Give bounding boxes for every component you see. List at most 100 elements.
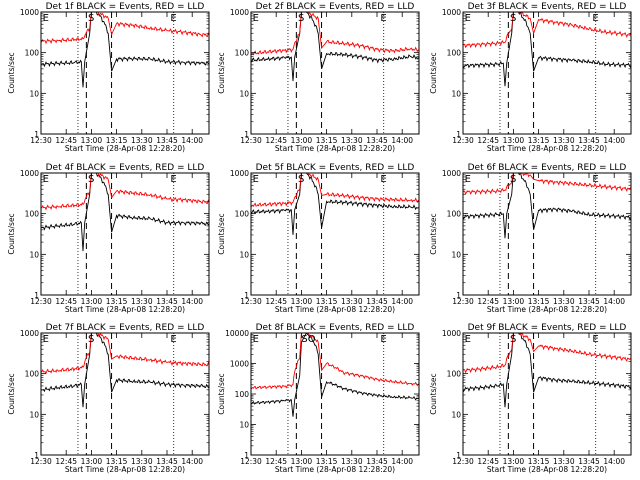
x-tick-label: 13:45 bbox=[366, 457, 388, 466]
marker-label: E bbox=[380, 334, 386, 345]
marker-label: SO bbox=[301, 334, 315, 345]
x-tick-label: 12:45 bbox=[265, 136, 287, 145]
marker-label: S bbox=[510, 174, 516, 185]
x-tick-label: 13:00 bbox=[291, 297, 313, 306]
x-axis-label: Start Time (28-Apr-08 12:28:20) bbox=[487, 144, 607, 153]
x-tick-label: 13:15 bbox=[106, 457, 128, 466]
series-line-lld bbox=[251, 12, 419, 56]
marker-label: S bbox=[510, 334, 516, 345]
detector-panel-4: Det 4f BLACK = Events, RED = LLD 1 10 100 10… bbox=[7, 163, 210, 314]
y-tick-label: 10 bbox=[451, 250, 461, 259]
x-tick-label: 12:45 bbox=[265, 297, 287, 306]
y-tick-label: 10 bbox=[239, 250, 249, 259]
x-axis-label: Start Time (28-Apr-08 12:28:20) bbox=[275, 465, 395, 474]
plot-frame bbox=[462, 11, 632, 135]
detector-panel-8: Det 8f BLACK = Events, RED = LLD 1 10 100 10… bbox=[217, 323, 420, 474]
x-tick-label: 13:00 bbox=[503, 297, 525, 306]
panel-title: Det 3f BLACK = Events, RED = LLD bbox=[468, 2, 627, 12]
marker-label: E bbox=[43, 174, 49, 185]
x-tick-label: 12:30 bbox=[30, 457, 52, 466]
x-tick-label: 13:15 bbox=[316, 457, 338, 466]
y-tick-label: 1 bbox=[456, 130, 461, 139]
detector-panel-3: Det 3f BLACK = Events, RED = LLD 1 10 100 10… bbox=[429, 2, 632, 153]
x-tick-label: 14:00 bbox=[181, 457, 203, 466]
y-tick-label: 100 bbox=[235, 49, 250, 58]
x-tick-label: 14:00 bbox=[603, 457, 625, 466]
x-tick-label: 14:00 bbox=[391, 136, 413, 145]
y-tick-label: 100 bbox=[25, 210, 40, 219]
x-tick-label: 13:45 bbox=[578, 297, 600, 306]
marker-label: E bbox=[253, 174, 259, 185]
y-tick-label: 1000 bbox=[20, 329, 39, 338]
detector-panel-1: Det 1f BLACK = Events, RED = LLD 1 10 100 10… bbox=[7, 2, 210, 153]
x-tick-label: 12:30 bbox=[452, 457, 474, 466]
panel-title: Det 9f BLACK = Events, RED = LLD bbox=[468, 323, 627, 333]
x-tick-label: 12:30 bbox=[452, 297, 474, 306]
series-line-events bbox=[41, 333, 209, 408]
x-tick-label: 13:30 bbox=[131, 136, 153, 145]
x-tick-label: 13:15 bbox=[316, 297, 338, 306]
series-line-lld bbox=[251, 333, 419, 390]
x-tick-label: 13:00 bbox=[81, 457, 103, 466]
marker-label: S bbox=[510, 13, 516, 24]
x-tick-label: 13:15 bbox=[528, 457, 550, 466]
y-tick-label: 100 bbox=[235, 390, 250, 399]
y-tick-label: 10000 bbox=[225, 329, 249, 338]
y-axis-label: Counts/sec bbox=[7, 213, 16, 254]
x-tick-label: 13:15 bbox=[528, 297, 550, 306]
series-line-lld bbox=[41, 333, 209, 375]
x-tick-label: 14:00 bbox=[181, 136, 203, 145]
series-group bbox=[463, 12, 631, 87]
y-axis-label: Counts/sec bbox=[217, 52, 226, 93]
series-line-events bbox=[251, 12, 419, 82]
x-tick-label: 14:00 bbox=[603, 136, 625, 145]
x-tick-label: 12:45 bbox=[55, 297, 77, 306]
marker-label: E bbox=[465, 334, 471, 345]
marker-label: E bbox=[170, 334, 176, 345]
plot-frame bbox=[40, 332, 210, 456]
panel-title: Det 4f BLACK = Events, RED = LLD bbox=[46, 163, 205, 173]
panel-title: Det 1f BLACK = Events, RED = LLD bbox=[46, 2, 205, 12]
x-tick-label: 13:45 bbox=[156, 297, 178, 306]
series-line-events bbox=[463, 333, 631, 408]
series-group bbox=[251, 12, 419, 82]
x-tick-label: 13:45 bbox=[366, 136, 388, 145]
series-group bbox=[463, 333, 631, 408]
marker-label: E bbox=[592, 174, 598, 185]
y-tick-label: 1 bbox=[244, 451, 249, 460]
y-tick-label: 1 bbox=[34, 130, 39, 139]
marker-label: E bbox=[43, 13, 49, 24]
x-tick-label: 13:00 bbox=[291, 457, 313, 466]
marker-label: E bbox=[465, 13, 471, 24]
x-axis-label: Start Time (28-Apr-08 12:28:20) bbox=[275, 305, 395, 314]
marker-label: E bbox=[380, 174, 386, 185]
x-tick-label: 13:45 bbox=[366, 297, 388, 306]
x-tick-label: 13:15 bbox=[528, 136, 550, 145]
y-axis-label: Counts/sec bbox=[429, 213, 438, 254]
y-tick-label: 1000 bbox=[230, 360, 249, 369]
y-tick-label: 1 bbox=[34, 291, 39, 300]
series-line-lld bbox=[41, 12, 209, 45]
plot-frame bbox=[462, 172, 632, 296]
series-line-lld bbox=[463, 173, 631, 196]
x-tick-label: 13:00 bbox=[503, 457, 525, 466]
x-tick-label: 13:30 bbox=[341, 457, 363, 466]
x-tick-label: 13:30 bbox=[553, 297, 575, 306]
plot-frame bbox=[40, 172, 210, 296]
x-tick-label: 13:30 bbox=[341, 297, 363, 306]
marker-label: E bbox=[253, 13, 259, 24]
x-tick-label: 14:00 bbox=[181, 297, 203, 306]
detector-panel-6: Det 6f BLACK = Events, RED = LLD 1 10 100 10… bbox=[429, 163, 632, 314]
marker-label: E bbox=[592, 13, 598, 24]
x-axis-label: Start Time (28-Apr-08 12:28:20) bbox=[65, 465, 185, 474]
marker-label: E bbox=[465, 174, 471, 185]
series-group bbox=[251, 173, 419, 235]
panel-title: Det 5f BLACK = Events, RED = LLD bbox=[256, 163, 415, 173]
x-tick-label: 12:45 bbox=[265, 457, 287, 466]
y-axis-label: Counts/sec bbox=[429, 52, 438, 93]
x-tick-label: 14:00 bbox=[391, 457, 413, 466]
series-line-lld bbox=[251, 173, 419, 208]
x-tick-label: 13:15 bbox=[106, 297, 128, 306]
series-line-lld bbox=[463, 333, 631, 374]
